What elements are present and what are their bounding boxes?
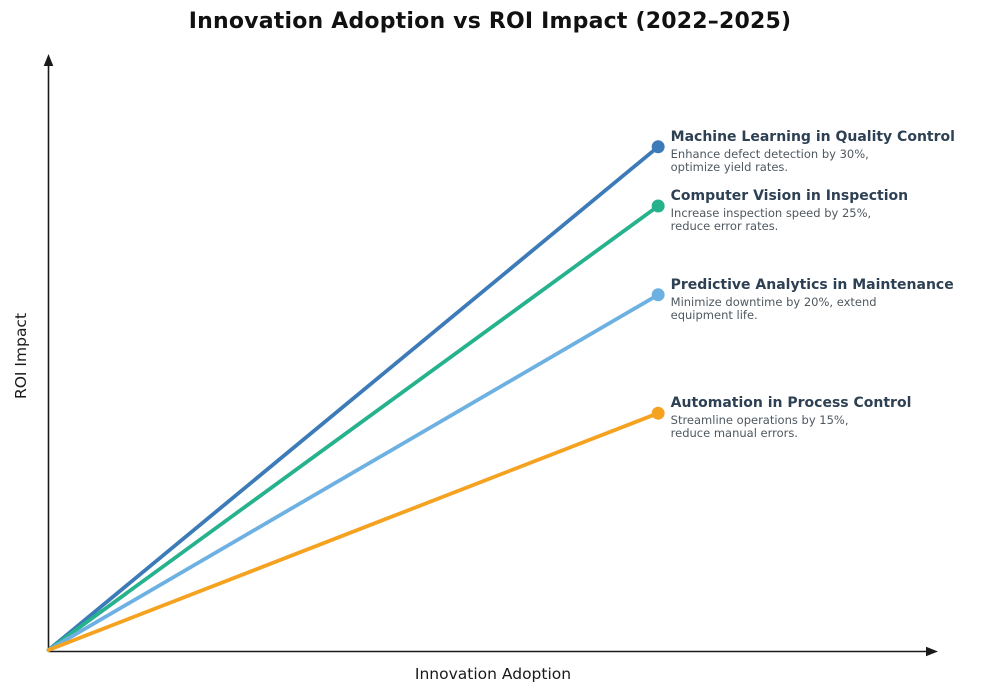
series-line [46, 204, 661, 652]
series-desc-line2: reduce manual errors. [670, 426, 799, 441]
series-title: Machine Learning in Quality Control [670, 128, 955, 145]
y-axis-label: ROI Impact [12, 312, 30, 400]
series-desc-line2: optimize yield rates. [670, 160, 789, 174]
series-endpoint-marker [651, 288, 665, 302]
series-desc-line1: Minimize downtime by 20%, extend [670, 294, 877, 309]
axes [43, 54, 938, 657]
series-title: Computer Vision in Inspection [670, 188, 909, 204]
series-annotation-automation: Automation in Process Control Streamline… [671, 395, 991, 440]
series-desc-line1: Increase inspection speed by 25%, [670, 206, 872, 220]
series-annotation-machine-learning: Machine Learning in Quality Control Enha… [671, 129, 991, 174]
series-desc-line1: Enhance defect detection by 30%, [670, 146, 869, 161]
x-axis-label: Innovation Adoption [414, 665, 572, 683]
series-endpoint-marker [651, 406, 665, 420]
series-lines-layer [46, 140, 665, 652]
series-endpoint-marker [651, 199, 665, 213]
series-endpoint-marker [651, 140, 665, 154]
series-line [46, 292, 661, 652]
series-line [46, 144, 661, 652]
series-desc-line1: Streamline operations by 15%, [670, 413, 849, 428]
series-annotation-predictive-analytics: Predictive Analytics in Maintenance Mini… [671, 277, 991, 322]
series-line [46, 411, 661, 652]
series-annotation-computer-vision: Computer Vision in Inspection Increase i… [671, 188, 991, 233]
series-title: Automation in Process Control [670, 395, 912, 412]
x-axis-arrow-icon [926, 646, 938, 657]
series-desc-line2: equipment life. [670, 308, 758, 322]
chart-title: Innovation Adoption vs ROI Impact (2022–… [188, 9, 792, 34]
series-title: Predictive Analytics in Maintenance [670, 276, 954, 293]
series-desc-line2: reduce error rates. [670, 219, 779, 234]
y-axis-arrow-icon [43, 54, 54, 66]
